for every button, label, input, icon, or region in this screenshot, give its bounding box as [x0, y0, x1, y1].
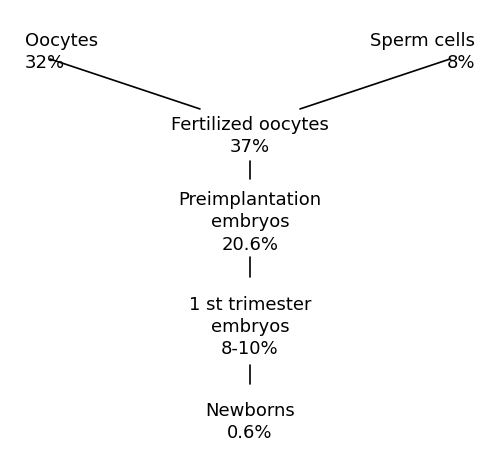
Text: Oocytes
32%: Oocytes 32% — [25, 32, 98, 72]
Text: 1 st trimester
embryos
8-10%: 1 st trimester embryos 8-10% — [189, 296, 311, 358]
Text: Sperm cells
8%: Sperm cells 8% — [370, 32, 475, 72]
Text: Preimplantation
embryos
20.6%: Preimplantation embryos 20.6% — [178, 191, 322, 254]
Text: Fertilized oocytes
37%: Fertilized oocytes 37% — [171, 116, 329, 156]
Text: Newborns
0.6%: Newborns 0.6% — [205, 402, 295, 442]
